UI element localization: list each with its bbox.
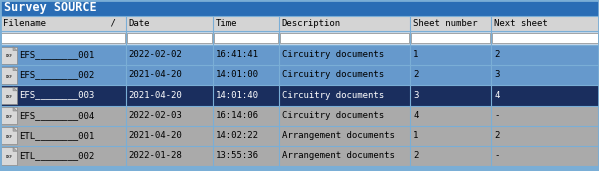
Text: 4: 4: [413, 111, 419, 120]
Bar: [0, 0, 599, 16]
Bar: [1, 33, 125, 43]
Text: 1: 1: [413, 50, 419, 59]
Text: 3: 3: [413, 90, 419, 100]
Bar: [492, 33, 598, 43]
Text: Arrangement documents: Arrangement documents: [282, 151, 394, 160]
Polygon shape: [13, 67, 17, 71]
Text: Sheet number: Sheet number: [413, 19, 478, 28]
Text: Time: Time: [216, 19, 237, 28]
Bar: [1, 47, 17, 64]
Text: Circuitry documents: Circuitry documents: [282, 90, 384, 100]
Polygon shape: [13, 87, 17, 91]
Polygon shape: [13, 127, 17, 131]
Text: DXF: DXF: [5, 54, 13, 58]
Text: 2: 2: [413, 151, 419, 160]
Bar: [1, 127, 17, 144]
Text: DXF: DXF: [5, 115, 13, 119]
Polygon shape: [13, 47, 17, 50]
Bar: [127, 33, 211, 43]
Text: EFS________004: EFS________004: [19, 111, 94, 120]
Bar: [0, 126, 599, 146]
Text: 1: 1: [413, 131, 419, 140]
Bar: [214, 33, 277, 43]
Text: Description: Description: [282, 19, 341, 28]
Text: EFS________002: EFS________002: [19, 70, 94, 79]
Text: ETL________002: ETL________002: [19, 151, 94, 160]
Text: 14:01:40: 14:01:40: [216, 90, 259, 100]
Bar: [0, 65, 599, 85]
Text: DXF: DXF: [5, 135, 13, 139]
Text: 14:01:00: 14:01:00: [216, 70, 259, 79]
Text: Circuitry documents: Circuitry documents: [282, 50, 384, 59]
Text: 16:14:06: 16:14:06: [216, 111, 259, 120]
Text: EFS________003: EFS________003: [19, 90, 94, 100]
Text: 14:02:22: 14:02:22: [216, 131, 259, 140]
Bar: [0, 85, 599, 106]
Bar: [0, 31, 599, 45]
Bar: [1, 107, 17, 124]
Text: 2: 2: [494, 50, 500, 59]
Text: DXF: DXF: [5, 75, 13, 79]
Bar: [0, 45, 599, 65]
Text: Circuitry documents: Circuitry documents: [282, 111, 384, 120]
Text: Survey SOURCE: Survey SOURCE: [4, 1, 96, 14]
Text: 2022-02-03: 2022-02-03: [129, 111, 183, 120]
Text: 3: 3: [494, 70, 500, 79]
Text: -: -: [494, 111, 500, 120]
Text: 2021-04-20: 2021-04-20: [129, 131, 183, 140]
Text: DXF: DXF: [5, 95, 13, 99]
Polygon shape: [13, 147, 17, 151]
Text: 13:55:36: 13:55:36: [216, 151, 259, 160]
Bar: [0, 146, 599, 166]
Text: 2022-02-02: 2022-02-02: [129, 50, 183, 59]
Text: 2022-01-28: 2022-01-28: [129, 151, 183, 160]
Polygon shape: [13, 107, 17, 111]
Text: 2: 2: [413, 70, 419, 79]
Text: Date: Date: [129, 19, 150, 28]
Text: Arrangement documents: Arrangement documents: [282, 131, 394, 140]
Text: 2021-04-20: 2021-04-20: [129, 70, 183, 79]
Bar: [412, 33, 490, 43]
Bar: [0, 166, 599, 171]
Text: 2: 2: [494, 131, 500, 140]
Bar: [1, 147, 17, 165]
Text: 2021-04-20: 2021-04-20: [129, 90, 183, 100]
Text: EFS________001: EFS________001: [19, 50, 94, 59]
Bar: [1, 87, 17, 104]
Text: ETL________001: ETL________001: [19, 131, 94, 140]
Bar: [0, 106, 599, 126]
Bar: [280, 33, 409, 43]
Text: -: -: [494, 151, 500, 160]
Text: Circuitry documents: Circuitry documents: [282, 70, 384, 79]
Bar: [1, 67, 17, 84]
Text: 4: 4: [494, 90, 500, 100]
Text: Filename            /: Filename /: [3, 19, 116, 28]
Bar: [0, 16, 599, 31]
Text: Next sheet: Next sheet: [494, 19, 548, 28]
Text: DXF: DXF: [5, 155, 13, 159]
Text: 16:41:41: 16:41:41: [216, 50, 259, 59]
